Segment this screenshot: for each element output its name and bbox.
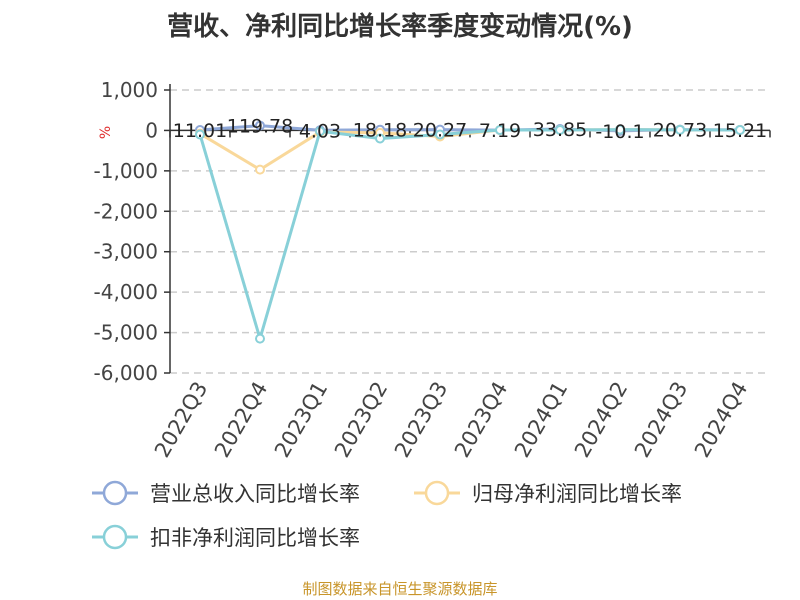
series-point	[195, 129, 205, 140]
data-label: 33.85	[533, 119, 587, 141]
x-tick-label: 2022Q3	[150, 378, 212, 462]
legend-marker	[424, 480, 450, 506]
series-point	[555, 125, 565, 136]
data-label: 7.19	[479, 120, 521, 142]
y-tick-label: -1,000	[94, 159, 158, 183]
data-label: 4.03	[299, 120, 341, 142]
x-tick-label: 2024Q1	[510, 378, 572, 462]
series-point	[255, 120, 265, 131]
data-label: 119.78	[227, 116, 293, 138]
series-point	[495, 125, 505, 136]
y-tick-label: -6,000	[94, 361, 158, 385]
data-label: -10.1	[595, 121, 644, 143]
series-point	[375, 133, 385, 144]
series-point	[315, 126, 325, 137]
data-source-note: 制图数据来自恒生聚源数据库	[302, 580, 498, 598]
legend-marker	[102, 480, 128, 506]
x-tick-label: 2023Q1	[270, 378, 332, 462]
data-label: 20.73	[653, 120, 707, 142]
y-tick-label: -2,000	[94, 199, 158, 223]
data-label: 18.18	[353, 120, 407, 142]
legend-label: 营业总收入同比增长率	[150, 482, 360, 506]
x-tick-label: 2023Q3	[390, 378, 452, 462]
legend-label: 归母净利润同比增长率	[472, 482, 682, 506]
data-label-layer: 11.01 119.78 4.03 18.18 20.27 7.19 33.85 -10.1 2…	[173, 116, 767, 143]
grid-layer	[170, 89, 770, 374]
data-label: 15.21	[713, 120, 767, 142]
series-line	[198, 128, 741, 344]
series-layer	[195, 120, 745, 344]
y-unit-label: %	[98, 126, 114, 139]
series-point	[675, 124, 685, 135]
data-label: 11.01	[173, 120, 227, 142]
series-point	[615, 124, 625, 135]
y-tick-label: -4,000	[94, 280, 158, 304]
chart-title: 营收、净利同比增长率季度变动情况(%)	[167, 12, 633, 42]
legend-marker	[102, 524, 128, 550]
series-point	[735, 125, 745, 136]
x-tick-label: 2023Q2	[330, 378, 392, 462]
series-point	[255, 164, 265, 175]
x-tick-label: 2024Q4	[690, 378, 752, 462]
x-tick-label: 2023Q4	[450, 378, 512, 462]
y-tick-label: 1,000	[101, 78, 158, 102]
y-tick-label: -5,000	[94, 321, 158, 345]
x-tick-label: 2022Q4	[210, 378, 272, 462]
x-tick-label: 2024Q2	[570, 378, 632, 462]
x-tick-label: 2024Q3	[630, 378, 692, 462]
legend-label: 扣非净利润同比增长率	[150, 526, 360, 550]
series-point	[255, 333, 265, 344]
y-tick-label: 0	[145, 118, 158, 142]
data-label: 20.27	[413, 120, 467, 142]
series-point	[435, 129, 445, 140]
y-tick-label: -3,000	[94, 240, 158, 264]
